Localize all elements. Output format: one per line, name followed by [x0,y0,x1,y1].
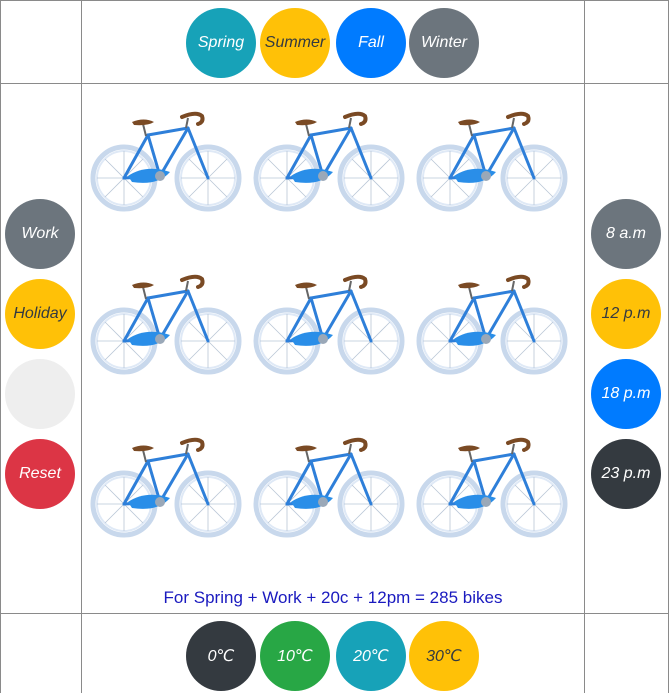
grid-border-left [0,0,1,693]
season-winter-label: Winter [420,34,468,51]
time-23pm-button[interactable]: 23 p.m [591,439,661,509]
time-23pm-label: 23 p.m [601,465,651,482]
blank-button[interactable] [5,359,75,429]
temp-10c-button[interactable]: 10℃ [260,621,330,691]
temp-30c-label: 30℃ [426,648,462,665]
prediction-summary: For Spring + Work + 20c + 12pm = 285 bik… [163,588,503,607]
time-8am-label: 8 a.m [605,225,646,242]
time-12pm-label: 12 p.m [601,305,651,322]
reset-button[interactable]: Reset [5,439,75,509]
bike-grid [88,108,578,548]
season-fall-button[interactable]: Fall [336,8,406,78]
bicycle-icon [88,271,244,375]
grid-line-left [81,0,82,693]
bicycle-icon [414,271,570,375]
temp-0c-button[interactable]: 0℃ [186,621,256,691]
holiday-label: Holiday [13,305,67,322]
bicycle-icon [414,434,570,538]
work-day-label: Work [21,225,59,242]
temp-20c-label: 20℃ [353,648,389,665]
bicycle-icon [88,108,244,212]
bicycle-icon [251,108,407,212]
season-summer-button[interactable]: Summer [260,8,330,78]
temp-20c-button[interactable]: 20℃ [336,621,406,691]
temp-10c-label: 10℃ [277,648,313,665]
work-day-button[interactable]: Work [5,199,75,269]
time-12pm-button[interactable]: 12 p.m [591,279,661,349]
bicycle-icon [251,434,407,538]
holiday-button[interactable]: Holiday [5,279,75,349]
time-8am-button[interactable]: 8 a.m [591,199,661,269]
bicycle-icon [414,108,570,212]
season-spring-button[interactable]: Spring [186,8,256,78]
grid-line-bottom [0,613,669,614]
grid-line-right [584,0,585,693]
season-spring-label: Spring [197,34,245,51]
temp-30c-button[interactable]: 30℃ [409,621,479,691]
season-winter-button[interactable]: Winter [409,8,479,78]
season-summer-label: Summer [264,34,326,51]
time-18pm-button[interactable]: 18 p.m [591,359,661,429]
grid-border-top [0,0,669,1]
bicycle-icon [88,434,244,538]
season-fall-label: Fall [358,34,384,51]
bicycle-icon [251,271,407,375]
time-18pm-label: 18 p.m [601,385,651,402]
reset-label: Reset [19,465,61,482]
grid-line-top [0,83,669,84]
temp-0c-label: 0℃ [207,648,235,665]
